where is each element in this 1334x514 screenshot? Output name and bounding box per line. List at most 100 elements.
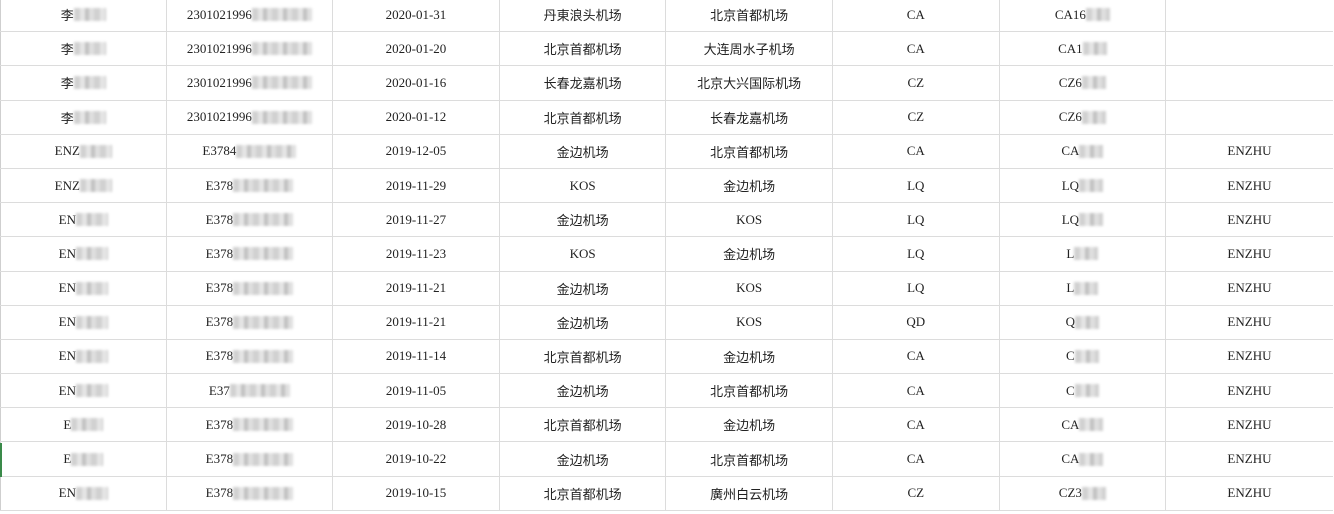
- cell-airline[interactable]: LQ: [833, 237, 1000, 271]
- cell-name[interactable]: E: [0, 442, 167, 476]
- cell-passenger[interactable]: ENZHU: [1166, 408, 1333, 441]
- cell-name[interactable]: 李: [0, 100, 167, 134]
- cell-passenger[interactable]: [1166, 0, 1333, 31]
- cell-to[interactable]: 金边机场: [666, 339, 833, 374]
- cell-id[interactable]: E378: [167, 237, 334, 271]
- cell-id[interactable]: E378: [167, 305, 334, 339]
- cell-airline[interactable]: CZ: [833, 66, 1000, 100]
- cell-airline[interactable]: CA: [833, 134, 1000, 168]
- cell-airline[interactable]: CZ: [833, 476, 1000, 510]
- cell-date[interactable]: 2019-11-29: [333, 168, 500, 203]
- cell-date[interactable]: 2020-01-12: [333, 100, 500, 134]
- cell-id[interactable]: E378: [167, 339, 334, 374]
- cell-from[interactable]: 北京首都机场: [500, 100, 667, 134]
- cell-passenger[interactable]: ENZHU: [1166, 340, 1333, 373]
- cell-name[interactable]: EN: [0, 476, 167, 510]
- cell-airline[interactable]: LQ: [833, 203, 1000, 237]
- cell-name[interactable]: EN: [0, 271, 167, 305]
- cell-from[interactable]: 长春龙嘉机场: [500, 66, 667, 100]
- cell-passenger[interactable]: ENZHU: [1166, 135, 1333, 168]
- cell-from[interactable]: KOS: [500, 237, 667, 271]
- cell-airline[interactable]: CA: [833, 374, 1000, 408]
- cell-id[interactable]: E378: [167, 442, 334, 476]
- cell-date[interactable]: 2020-01-16: [333, 66, 500, 100]
- cell-from[interactable]: 金边机场: [500, 271, 667, 305]
- cell-to[interactable]: 大连周水子机场: [666, 32, 833, 66]
- cell-name[interactable]: 李: [0, 32, 167, 66]
- cell-from[interactable]: 北京首都机场: [500, 339, 667, 374]
- cell-to[interactable]: 金边机场: [666, 168, 833, 203]
- cell-date[interactable]: 2019-12-05: [333, 134, 500, 168]
- cell-id[interactable]: 2301021996: [167, 100, 334, 134]
- cell-airline[interactable]: CA: [833, 442, 1000, 476]
- cell-name[interactable]: EN: [0, 374, 167, 408]
- cell-flight[interactable]: CA: [1000, 442, 1167, 476]
- cell-flight[interactable]: CZ6: [1000, 100, 1167, 134]
- cell-airline[interactable]: CA: [833, 339, 1000, 374]
- cell-to[interactable]: 北京首都机场: [666, 442, 833, 476]
- cell-passenger[interactable]: ENZHU: [1166, 477, 1333, 510]
- cell-date[interactable]: 2020-01-20: [333, 32, 500, 66]
- cell-id[interactable]: E37: [167, 374, 334, 408]
- cell-name[interactable]: EN: [0, 237, 167, 271]
- cell-passenger[interactable]: ENZHU: [1166, 169, 1333, 202]
- cell-date[interactable]: 2020-01-31: [333, 0, 500, 32]
- cell-id[interactable]: E378: [167, 203, 334, 237]
- cell-flight[interactable]: CZ3: [1000, 476, 1167, 510]
- cell-from[interactable]: 北京首都机场: [500, 408, 667, 442]
- cell-flight[interactable]: L: [1000, 237, 1167, 271]
- cell-from[interactable]: 北京首都机场: [500, 476, 667, 510]
- cell-passenger[interactable]: ENZHU: [1166, 272, 1333, 305]
- cell-id[interactable]: E3784: [167, 134, 334, 168]
- cell-date[interactable]: 2019-10-22: [333, 442, 500, 476]
- cell-to[interactable]: 北京首都机场: [666, 0, 833, 32]
- cell-id[interactable]: E378: [167, 408, 334, 442]
- cell-id[interactable]: 2301021996: [167, 66, 334, 100]
- cell-date[interactable]: 2019-10-15: [333, 476, 500, 510]
- cell-flight[interactable]: Q: [1000, 305, 1167, 339]
- cell-passenger[interactable]: [1166, 66, 1333, 99]
- cell-airline[interactable]: CZ: [833, 100, 1000, 134]
- cell-name[interactable]: EN: [0, 305, 167, 339]
- cell-to[interactable]: 廣州白云机场: [666, 476, 833, 510]
- cell-date[interactable]: 2019-11-23: [333, 237, 500, 271]
- cell-passenger[interactable]: ENZHU: [1166, 203, 1333, 236]
- cell-date[interactable]: 2019-11-05: [333, 374, 500, 408]
- cell-airline[interactable]: CA: [833, 408, 1000, 442]
- cell-date[interactable]: 2019-11-27: [333, 203, 500, 237]
- cell-from[interactable]: KOS: [500, 168, 667, 203]
- cell-date[interactable]: 2019-11-21: [333, 271, 500, 305]
- cell-passenger[interactable]: [1166, 32, 1333, 65]
- cell-name[interactable]: EN: [0, 203, 167, 237]
- cell-flight[interactable]: LQ: [1000, 203, 1167, 237]
- cell-id[interactable]: 2301021996: [167, 0, 334, 32]
- cell-flight[interactable]: CA: [1000, 134, 1167, 168]
- cell-from[interactable]: 金边机场: [500, 203, 667, 237]
- cell-id[interactable]: E378: [167, 168, 334, 203]
- cell-passenger[interactable]: ENZHU: [1166, 237, 1333, 270]
- cell-airline[interactable]: LQ: [833, 168, 1000, 203]
- cell-to[interactable]: KOS: [666, 203, 833, 237]
- cell-flight[interactable]: CA1: [1000, 32, 1167, 66]
- cell-airline[interactable]: QD: [833, 305, 1000, 339]
- cell-id[interactable]: E378: [167, 476, 334, 510]
- cell-passenger[interactable]: ENZHU: [1166, 306, 1333, 339]
- cell-flight[interactable]: LQ: [1000, 168, 1167, 203]
- cell-to[interactable]: KOS: [666, 271, 833, 305]
- cell-flight[interactable]: C: [1000, 374, 1167, 408]
- cell-name[interactable]: 李: [0, 66, 167, 100]
- cell-date[interactable]: 2019-10-28: [333, 408, 500, 442]
- cell-id[interactable]: E378: [167, 271, 334, 305]
- cell-name[interactable]: EN: [0, 339, 167, 374]
- cell-from[interactable]: 金边机场: [500, 374, 667, 408]
- cell-from[interactable]: 金边机场: [500, 442, 667, 476]
- cell-passenger[interactable]: ENZHU: [1166, 374, 1333, 407]
- cell-flight[interactable]: CZ6: [1000, 66, 1167, 100]
- cell-to[interactable]: 北京首都机场: [666, 374, 833, 408]
- cell-name[interactable]: 李: [0, 0, 167, 32]
- cell-flight[interactable]: CA: [1000, 408, 1167, 442]
- cell-name[interactable]: E: [0, 408, 167, 442]
- cell-airline[interactable]: CA: [833, 0, 1000, 32]
- cell-from[interactable]: 金边机场: [500, 134, 667, 168]
- cell-to[interactable]: KOS: [666, 305, 833, 339]
